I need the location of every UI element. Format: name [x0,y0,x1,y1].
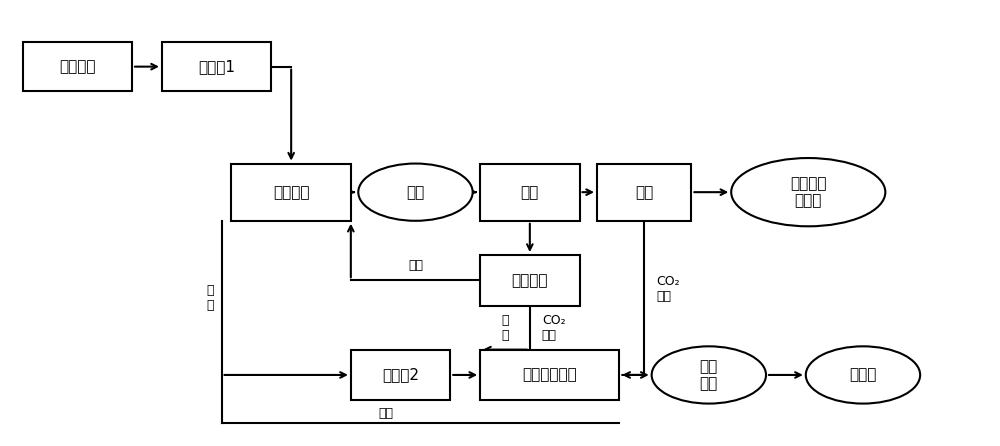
Text: 燃烧发电: 燃烧发电 [512,273,548,288]
Text: 净化: 净化 [521,185,539,200]
FancyBboxPatch shape [351,350,450,400]
Text: 沼气: 沼气 [406,185,425,200]
Ellipse shape [731,158,885,226]
FancyBboxPatch shape [162,42,271,91]
Text: 预处理2: 预处理2 [382,368,419,383]
FancyBboxPatch shape [480,350,619,400]
Text: 厌氧消化: 厌氧消化 [273,185,309,200]
FancyBboxPatch shape [480,255,580,306]
Text: 分离: 分离 [635,185,653,200]
Text: 藻渣: 藻渣 [378,407,393,420]
Ellipse shape [806,347,920,404]
Text: 富油
微藻: 富油 微藻 [700,359,718,391]
Text: 高品质生
物甲烷: 高品质生 物甲烷 [790,176,827,208]
Text: 生活污水: 生活污水 [59,59,96,74]
Text: 光
源: 光 源 [501,314,509,342]
FancyBboxPatch shape [231,164,351,221]
Text: CO₂
气肥: CO₂ 气肥 [656,275,680,303]
FancyBboxPatch shape [480,164,580,221]
Text: 沼
液: 沼 液 [206,284,214,312]
Ellipse shape [358,164,473,221]
Text: CO₂
气肥: CO₂ 气肥 [542,314,565,342]
Text: 富油微藻养殖: 富油微藻养殖 [522,368,577,383]
Ellipse shape [652,347,766,404]
Text: 余热: 余热 [408,259,423,273]
FancyBboxPatch shape [23,42,132,91]
Text: 预处理1: 预处理1 [198,59,235,74]
Text: 生物油: 生物油 [849,368,877,383]
FancyBboxPatch shape [597,164,691,221]
